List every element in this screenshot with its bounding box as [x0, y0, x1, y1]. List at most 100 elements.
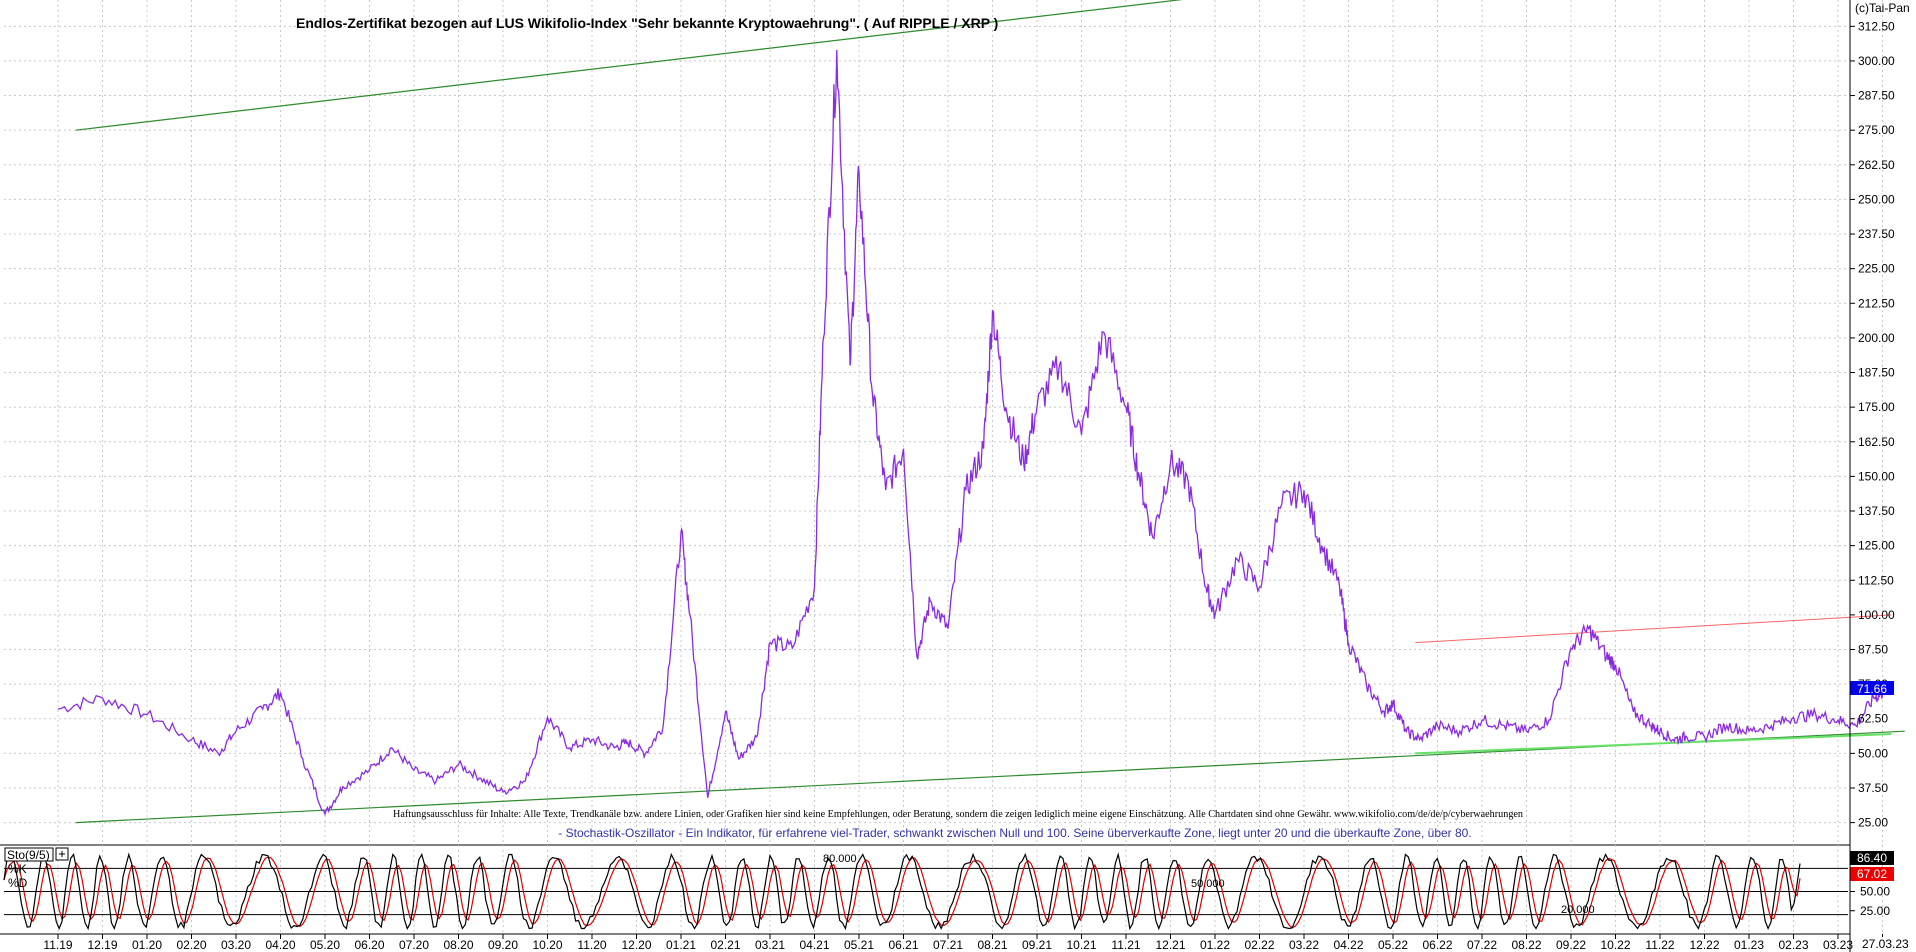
grid: [4, 0, 1883, 842]
x-tick-label: 02.20: [176, 938, 206, 952]
x-tick-label: 03.21: [755, 938, 785, 952]
x-tick-label: 07.22: [1467, 938, 1497, 952]
price-badge-value: 71.66: [1857, 682, 1887, 696]
level-20-label: 20.000: [1561, 904, 1595, 916]
x-tick-label: 02.21: [710, 938, 740, 952]
y-tick-label: 287.50: [1858, 89, 1895, 103]
x-tick-label: 05.22: [1378, 938, 1408, 952]
x-tick-label: 01.20: [132, 938, 162, 952]
price-y-axis: 312.50 300.00 287.50 275.00 262.50 250.00 237.…: [1850, 19, 1895, 830]
y-tick-label: 262.50: [1858, 158, 1895, 172]
y-tick-label: 137.50: [1858, 504, 1895, 518]
y-tick-label: 162.50: [1858, 435, 1895, 449]
x-tick-label: 04.22: [1333, 938, 1363, 952]
x-tick-label: 09.21: [1022, 938, 1052, 952]
d-label: %D: [8, 876, 28, 890]
price-badge: 71.66: [1850, 681, 1894, 696]
stochastic-name: Sto(9/5): [7, 848, 50, 862]
stochastic-d-line: [3, 856, 1801, 929]
x-tick-label: 04.20: [265, 938, 295, 952]
x-tick-label: 09.20: [488, 938, 518, 952]
x-tick-label: 01.21: [666, 938, 696, 952]
stochastic-k-line: [3, 852, 1801, 931]
y-tick-label: 150.00: [1858, 469, 1895, 483]
x-tick-label: 02.23: [1778, 938, 1808, 952]
trend-lines: [75, 0, 1905, 824]
x-tick-label: 05.20: [310, 938, 340, 952]
y-tick-label: 237.50: [1858, 227, 1895, 241]
x-tick-label: 11.19: [43, 938, 72, 952]
x-tick-label: 05.21: [844, 938, 874, 952]
x-tick-label: 06.21: [888, 938, 918, 952]
x-tick-label: 03.22: [1289, 938, 1319, 952]
y-tick-label: 62.50: [1858, 712, 1888, 726]
y-tick-label: 100.00: [1858, 608, 1895, 622]
level-80-label: 80.000: [823, 853, 857, 865]
y-tick-label: 250.00: [1858, 192, 1895, 206]
y-tick-label: 275.00: [1858, 123, 1895, 137]
d-badge-bg: [1850, 867, 1894, 881]
x-tick-label: 10.22: [1600, 938, 1630, 952]
y-tick-label: 225.00: [1858, 262, 1895, 276]
x-tick-label: 11.20: [577, 938, 606, 952]
x-tick-label: 03.23: [1823, 938, 1853, 952]
date-badge: 27.03.23: [1860, 937, 1910, 951]
stoch-y-tick-label: 25.00: [1860, 904, 1890, 918]
y-tick-label: 125.00: [1858, 539, 1895, 553]
k-badge-bg: [1850, 851, 1894, 865]
chart-title: Endlos-Zertifikat bezogen auf LUS Wikifo…: [296, 15, 998, 31]
y-tick-label: 175.00: [1858, 400, 1895, 414]
y-tick-label: 87.50: [1858, 643, 1888, 657]
level-50-label: 50.000: [1191, 878, 1225, 890]
y-tick-label: 212.50: [1858, 296, 1895, 310]
x-tick-label: 06.22: [1422, 938, 1452, 952]
x-tick-label: 10.21: [1066, 938, 1096, 952]
y-tick-label: 187.50: [1858, 366, 1895, 380]
copyright-label: (c)Tai-Pan: [1855, 1, 1910, 15]
y-tick-label: 200.00: [1858, 331, 1895, 345]
x-tick-label: 02.22: [1244, 938, 1274, 952]
price-badge-bg: [1850, 681, 1894, 695]
x-tick-label: 11.21: [1111, 938, 1140, 952]
x-tick-label: 12.22: [1689, 938, 1719, 952]
k-value-badge: 86.40: [1850, 851, 1894, 865]
x-tick-label: 07.20: [399, 938, 429, 952]
d-value-badge: 67.02: [1850, 867, 1894, 881]
k-badge-value: 86.40: [1857, 851, 1887, 865]
y-tick-label: 37.50: [1858, 781, 1888, 795]
trend-line: [75, 0, 1183, 131]
x-tick-label: 11.22: [1645, 938, 1674, 952]
date-badge-value: 27.03.23: [1862, 937, 1909, 951]
x-tick-label: 08.22: [1511, 938, 1541, 952]
trend-line: [1415, 732, 1892, 755]
stoch-y-tick-label: 50.00: [1860, 885, 1890, 899]
stochastic-legend: Sto(9/5) %K %D: [4, 847, 69, 890]
x-tick-label: 12.21: [1155, 938, 1185, 952]
trend-line: [1415, 614, 1892, 644]
x-tick-label: 01.22: [1200, 938, 1230, 952]
x-tick-label: 04.21: [799, 938, 829, 952]
x-tick-label: 09.22: [1556, 938, 1586, 952]
y-tick-label: 300.00: [1858, 54, 1895, 68]
disclaimer-text: Haftungsausschluss für Inhalte: Alle Tex…: [393, 809, 1523, 820]
x-tick-label: 12.20: [621, 938, 651, 952]
stochastic-name-box: [4, 847, 54, 862]
x-tick-label: 08.21: [977, 938, 1007, 952]
x-tick-label: 03.20: [221, 938, 251, 952]
x-tick-label: 08.20: [443, 938, 473, 952]
stochastic-note: - Stochastik-Oszillator - Ein Indikator,…: [558, 826, 1471, 840]
y-tick-label: 50.00: [1858, 746, 1888, 760]
x-axis: 11.19 12.19 01.20 02.20 03.20 04.20 05.20 06.20…: [43, 934, 1898, 952]
x-tick-label: 06.20: [354, 938, 384, 952]
x-tick-label: 07.21: [933, 938, 963, 952]
date-badge-bg: [1860, 937, 1910, 951]
x-tick-label: 01.23: [1734, 938, 1764, 952]
y-tick-label: 112.50: [1858, 573, 1894, 587]
x-tick-label: 12.19: [87, 938, 117, 952]
k-label: %K: [8, 862, 27, 876]
y-tick-label: 312.50: [1858, 19, 1895, 33]
price-line: [57, 49, 1884, 817]
x-tick-label: 10.20: [532, 938, 562, 952]
d-badge-value: 67.02: [1857, 867, 1887, 881]
